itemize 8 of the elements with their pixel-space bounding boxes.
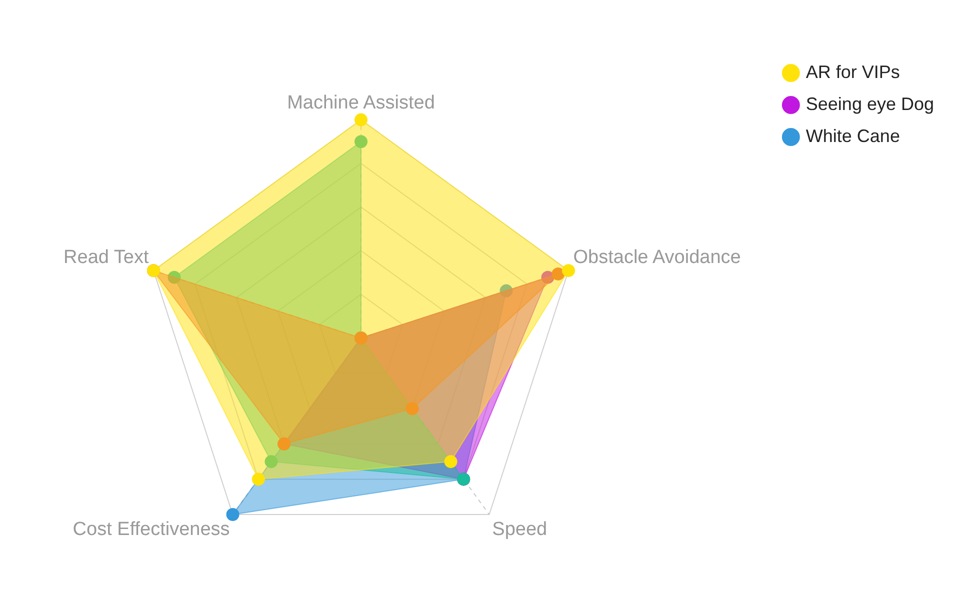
legend-label: White Cane: [806, 126, 900, 146]
spoke-label: Machine Assisted: [287, 92, 435, 114]
spoke-label: Speed: [492, 519, 548, 540]
legend-label: Seeing eye Dog: [806, 94, 934, 114]
spoke-label: Cost Effectiveness: [72, 519, 230, 540]
spoke-label: Read Text: [64, 246, 150, 268]
spoke-label: Obstacle Avoidance: [573, 246, 741, 268]
legend-label: AR for VIPs: [806, 62, 900, 82]
